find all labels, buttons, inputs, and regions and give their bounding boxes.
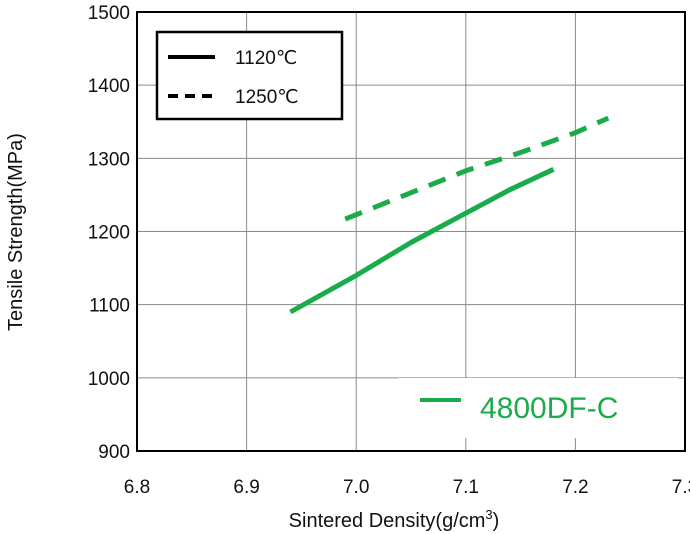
legend: 1120℃ 1250℃ bbox=[155, 30, 344, 121]
legend-label-1120: 1120℃ bbox=[235, 48, 297, 69]
y-tick-label: 1300 bbox=[88, 149, 130, 170]
legend-box bbox=[155, 30, 344, 121]
x-tick-label: 6.8 bbox=[124, 477, 150, 498]
y-axis-ticks: 900 1000 1100 1200 1300 1400 1500 bbox=[88, 3, 130, 463]
y-axis-label: Tensile Strength(MPa) bbox=[5, 133, 27, 331]
series-line-1120 bbox=[289, 167, 555, 315]
y-tick-label: 1200 bbox=[88, 223, 130, 244]
series-label-text: 4800DF-C bbox=[480, 392, 618, 425]
series-label-background bbox=[398, 378, 678, 438]
x-tick-label: 6.9 bbox=[233, 477, 259, 498]
x-tick-label: 7.3 bbox=[672, 477, 690, 498]
series-lines bbox=[289, 115, 610, 315]
x-axis-label-suffix: ) bbox=[493, 510, 500, 532]
x-axis-label-superscript: 3 bbox=[485, 507, 492, 522]
y-tick-label: 1100 bbox=[89, 296, 130, 317]
x-axis-label-main: Sintered Density(g/cm bbox=[289, 510, 486, 532]
x-axis-ticks: 6.8 6.9 7.0 7.1 7.2 7.3 bbox=[124, 477, 690, 498]
series-line-1250 bbox=[344, 115, 610, 222]
legend-label-1250: 1250℃ bbox=[235, 87, 299, 108]
x-axis-label: Sintered Density(g/cm3) bbox=[289, 507, 500, 532]
x-tick-label: 7.0 bbox=[343, 477, 369, 498]
y-tick-label: 1500 bbox=[88, 3, 130, 24]
y-tick-label: 900 bbox=[98, 442, 130, 463]
y-tick-label: 1400 bbox=[88, 76, 130, 97]
series-label-group: 4800DF-C bbox=[398, 378, 678, 438]
x-tick-label: 7.2 bbox=[562, 477, 588, 498]
plot-frame bbox=[136, 11, 686, 452]
y-tick-label: 1000 bbox=[88, 369, 130, 390]
x-tick-label: 7.1 bbox=[453, 477, 479, 498]
